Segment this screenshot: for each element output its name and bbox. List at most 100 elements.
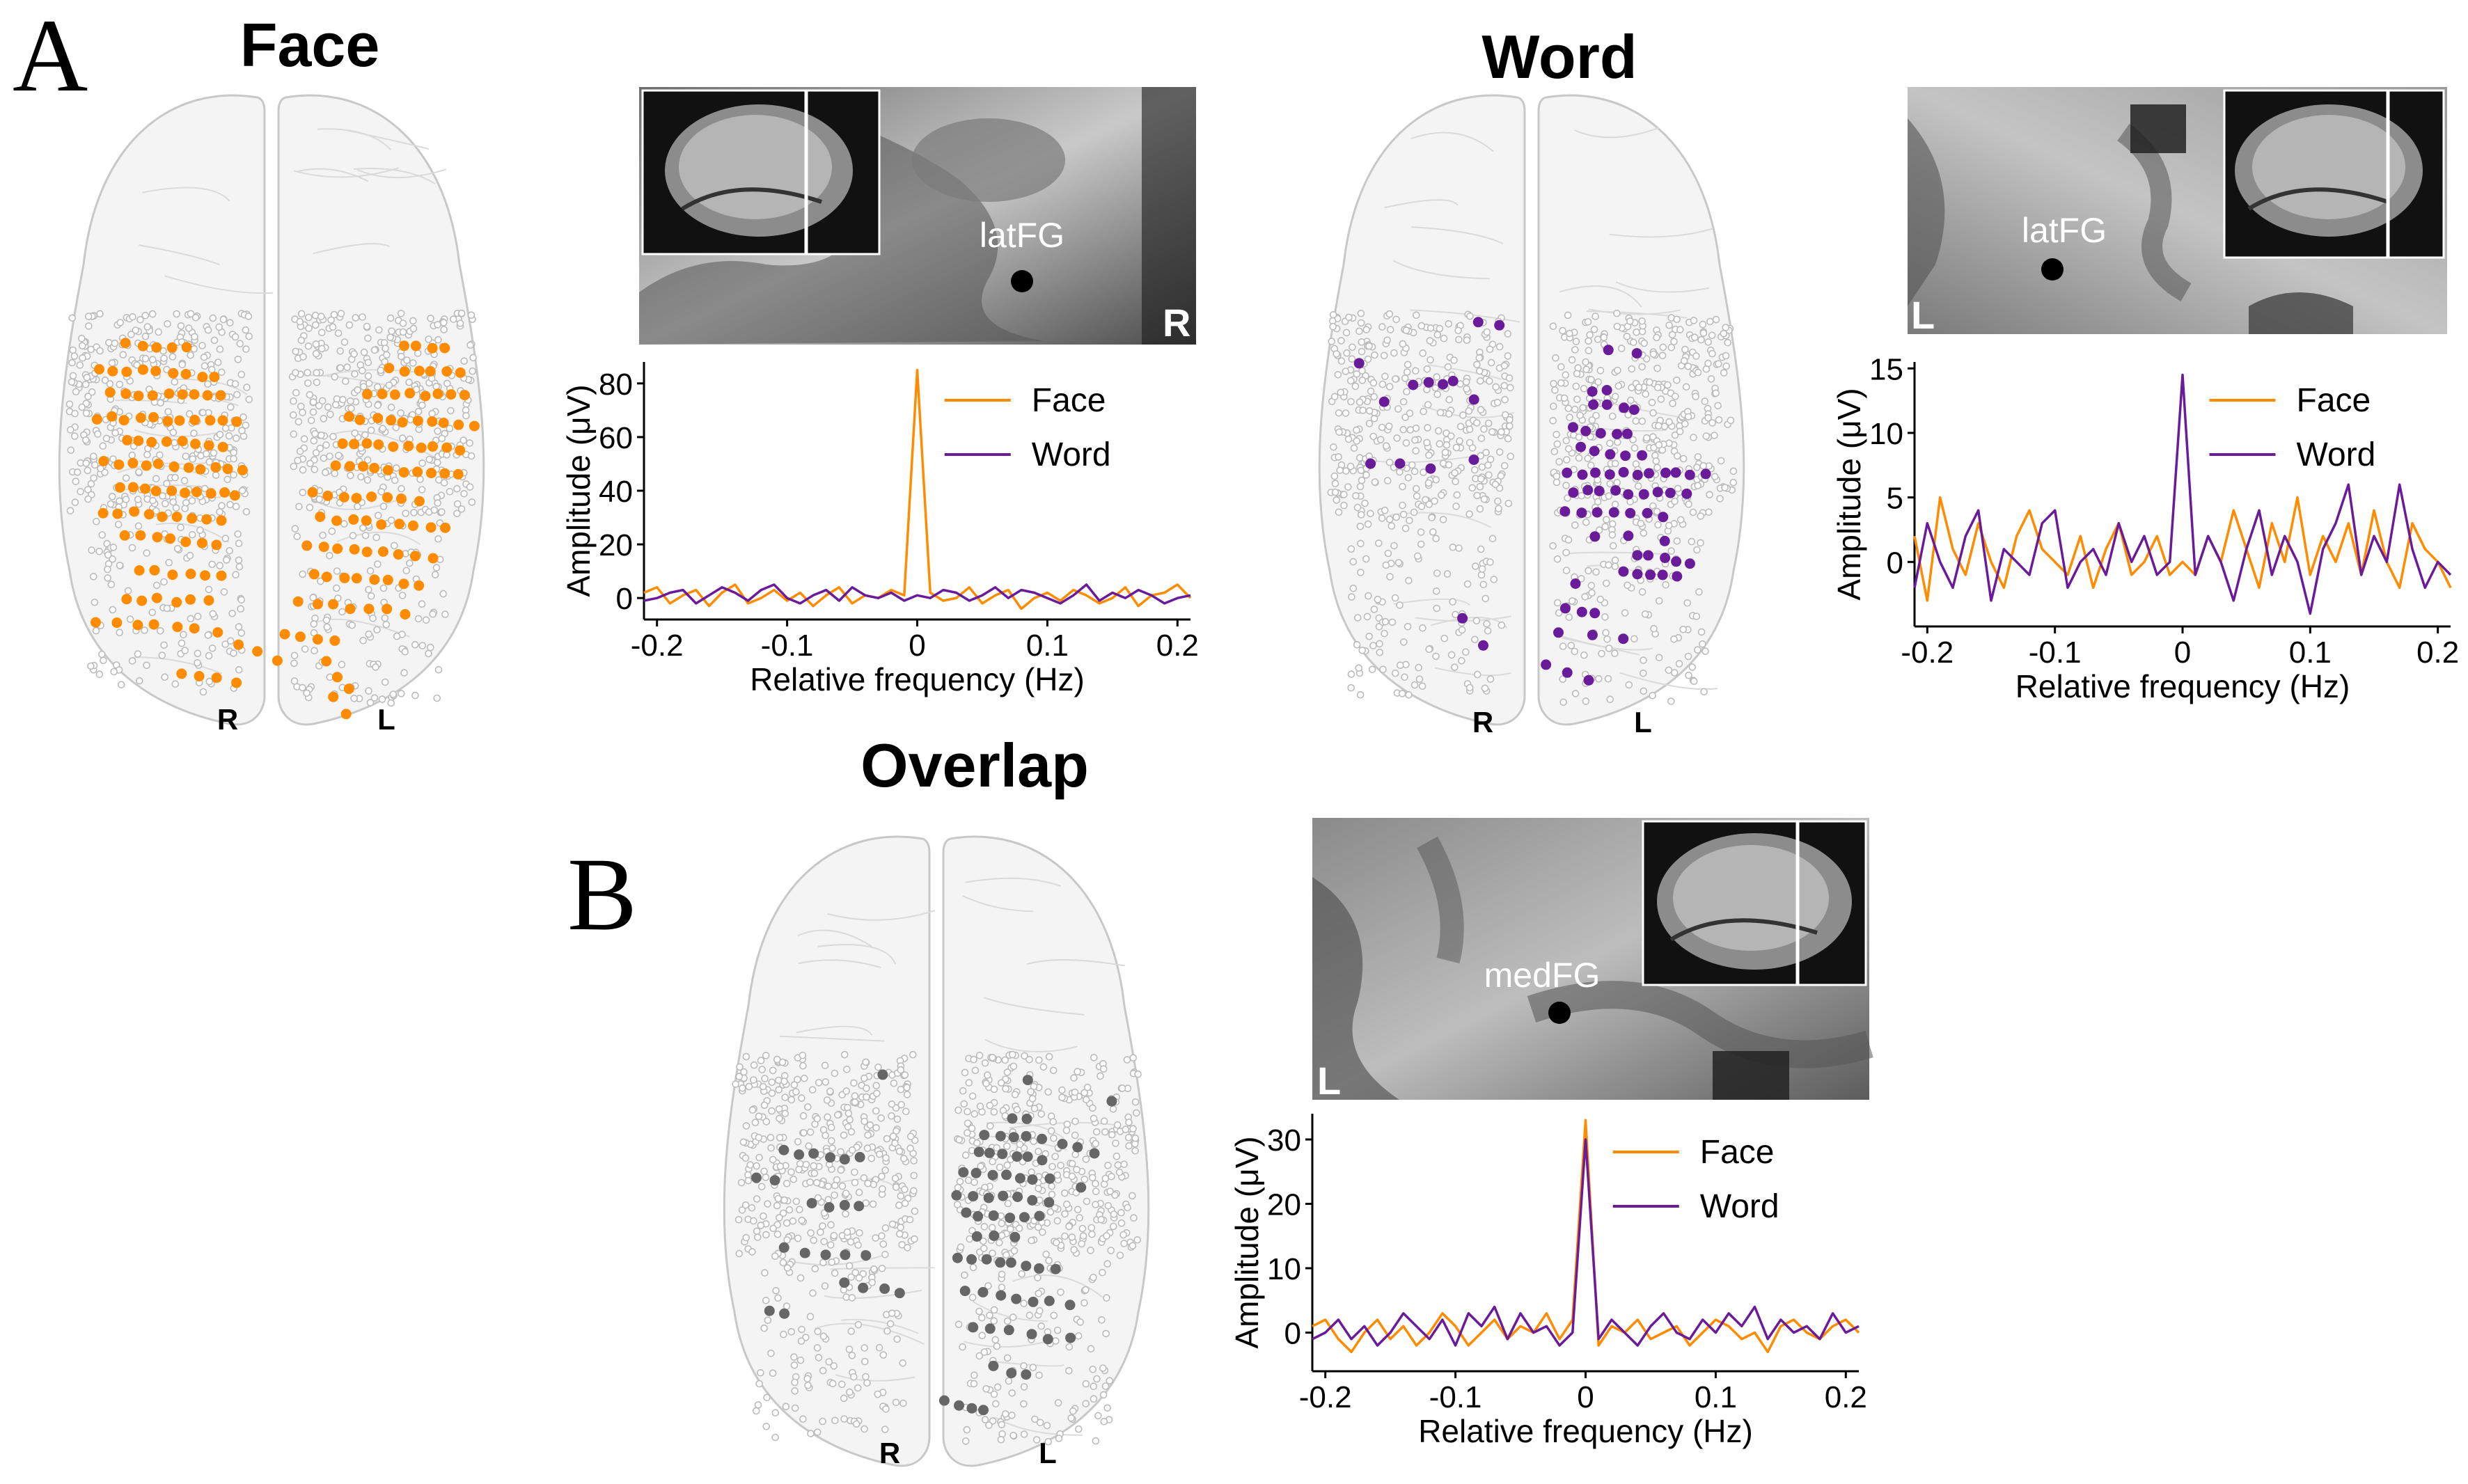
electrode-face <box>202 390 213 401</box>
electrode-contact <box>1374 595 1382 603</box>
electrode-face <box>165 533 175 544</box>
electrode-contact <box>755 1153 763 1162</box>
electrode-overlap <box>988 1360 999 1371</box>
electrode-contact <box>875 1343 883 1352</box>
electrode-contact <box>292 369 299 377</box>
electrode-contact <box>1506 422 1514 430</box>
electrode-contact <box>1397 661 1404 670</box>
electrode-face <box>107 411 118 422</box>
electrode-contact <box>1068 1172 1076 1181</box>
electrode-contact <box>1342 409 1350 417</box>
electrode-contact <box>774 1294 782 1302</box>
electrode-contact <box>882 1405 890 1413</box>
electrode-contact <box>899 1399 907 1407</box>
electrode-contact <box>447 406 455 415</box>
electrode-contact <box>392 464 400 472</box>
electrode-contact <box>1383 477 1392 484</box>
electrode-overlap <box>984 1323 996 1334</box>
electrode-contact <box>1099 1065 1108 1073</box>
electrode-contact <box>986 1101 994 1110</box>
electrode-overlap <box>1014 1173 1025 1184</box>
electrode-contact <box>393 632 401 640</box>
brain-gyrus-line <box>986 1121 1064 1139</box>
electrode-contact <box>212 471 220 479</box>
electrode-contact <box>173 310 180 318</box>
electrode-contact <box>1410 467 1419 475</box>
electrode-contact <box>1037 1322 1045 1330</box>
electrode-contact <box>854 1241 862 1249</box>
electrode-face <box>351 493 362 504</box>
electrode-contact <box>106 380 114 388</box>
electrode-contact <box>1443 441 1451 449</box>
electrode-contact <box>1392 375 1399 383</box>
electrode-contact <box>1475 354 1484 362</box>
y-tick-label: 30 <box>1267 1123 1301 1158</box>
electrode-word <box>1658 512 1669 523</box>
electrode-contact <box>1120 1160 1128 1169</box>
electrode-contact <box>218 368 226 377</box>
electrode-contact <box>71 498 79 506</box>
electrode-contact <box>194 613 202 620</box>
x-axis-label: Relative frequency (Hz) <box>2015 668 2350 704</box>
electrode-contact <box>337 310 345 317</box>
electrode-contact <box>1365 632 1373 640</box>
electrode-contact <box>852 1420 860 1428</box>
electrode-contact <box>1415 675 1424 684</box>
electrode-contact <box>746 1161 754 1169</box>
electrode-contact <box>460 357 469 365</box>
electrode-contact <box>1463 336 1471 345</box>
electrode-contact <box>1559 642 1567 650</box>
electrode-contact <box>1348 593 1355 601</box>
electrode-contact <box>1083 1083 1092 1091</box>
electrode-word <box>1568 422 1578 433</box>
electrode-contact <box>363 322 371 331</box>
electrode-contact <box>1440 634 1448 642</box>
electrode-contact <box>301 645 309 653</box>
electrode-contact <box>906 1144 915 1153</box>
electrode-contact <box>1097 1072 1104 1080</box>
electrode-contact <box>342 377 349 386</box>
electrode-contact <box>1378 323 1386 331</box>
electrode-contact <box>1699 320 1707 329</box>
electrode-contact <box>881 1166 889 1174</box>
electrode-contact <box>748 1248 756 1256</box>
electrode-contact <box>1399 425 1407 434</box>
electrode-contact <box>848 1294 856 1302</box>
electrode-contact <box>1697 512 1705 520</box>
electrode-contact <box>347 397 354 405</box>
electrode-overlap <box>1064 1300 1076 1311</box>
electrode-contact <box>831 1181 839 1190</box>
electrode-contact <box>194 658 201 667</box>
electrode-contact <box>1478 463 1486 471</box>
electrode-contact <box>238 427 246 434</box>
electrode-contact <box>326 673 334 681</box>
electrode-contact <box>311 466 319 473</box>
electrode-contact <box>1568 356 1576 364</box>
electrode-contact <box>1432 587 1440 595</box>
overlap-title: Overlap <box>860 731 1089 800</box>
electrode-contact <box>1386 326 1394 333</box>
electrode-contact <box>171 473 179 482</box>
electrode-contact <box>466 439 473 447</box>
electrode-contact <box>820 1238 828 1246</box>
electrode-contact <box>160 354 168 363</box>
electrode-contact <box>1385 310 1394 318</box>
series-line-word <box>1913 373 2452 615</box>
electrode-contact <box>382 620 391 629</box>
electrode-contact <box>124 587 132 595</box>
electrode-contact <box>1476 482 1484 491</box>
x-tick-label: 0.2 <box>1825 1380 1867 1414</box>
electrode-word <box>1618 466 1629 477</box>
electrode-contact <box>1633 328 1640 336</box>
electrode-contact <box>834 1111 842 1119</box>
electrode-contact <box>1462 648 1470 656</box>
electrode-face <box>414 365 425 377</box>
electrode-contact <box>753 1162 761 1170</box>
electrode-contact <box>1571 521 1579 529</box>
electrode-contact <box>1346 462 1355 471</box>
electrode-contact <box>292 388 300 397</box>
electrode-face <box>412 466 423 477</box>
electrode-contact <box>1629 436 1637 444</box>
electrode-overlap <box>1003 1325 1014 1336</box>
electrode-contact <box>311 429 319 438</box>
